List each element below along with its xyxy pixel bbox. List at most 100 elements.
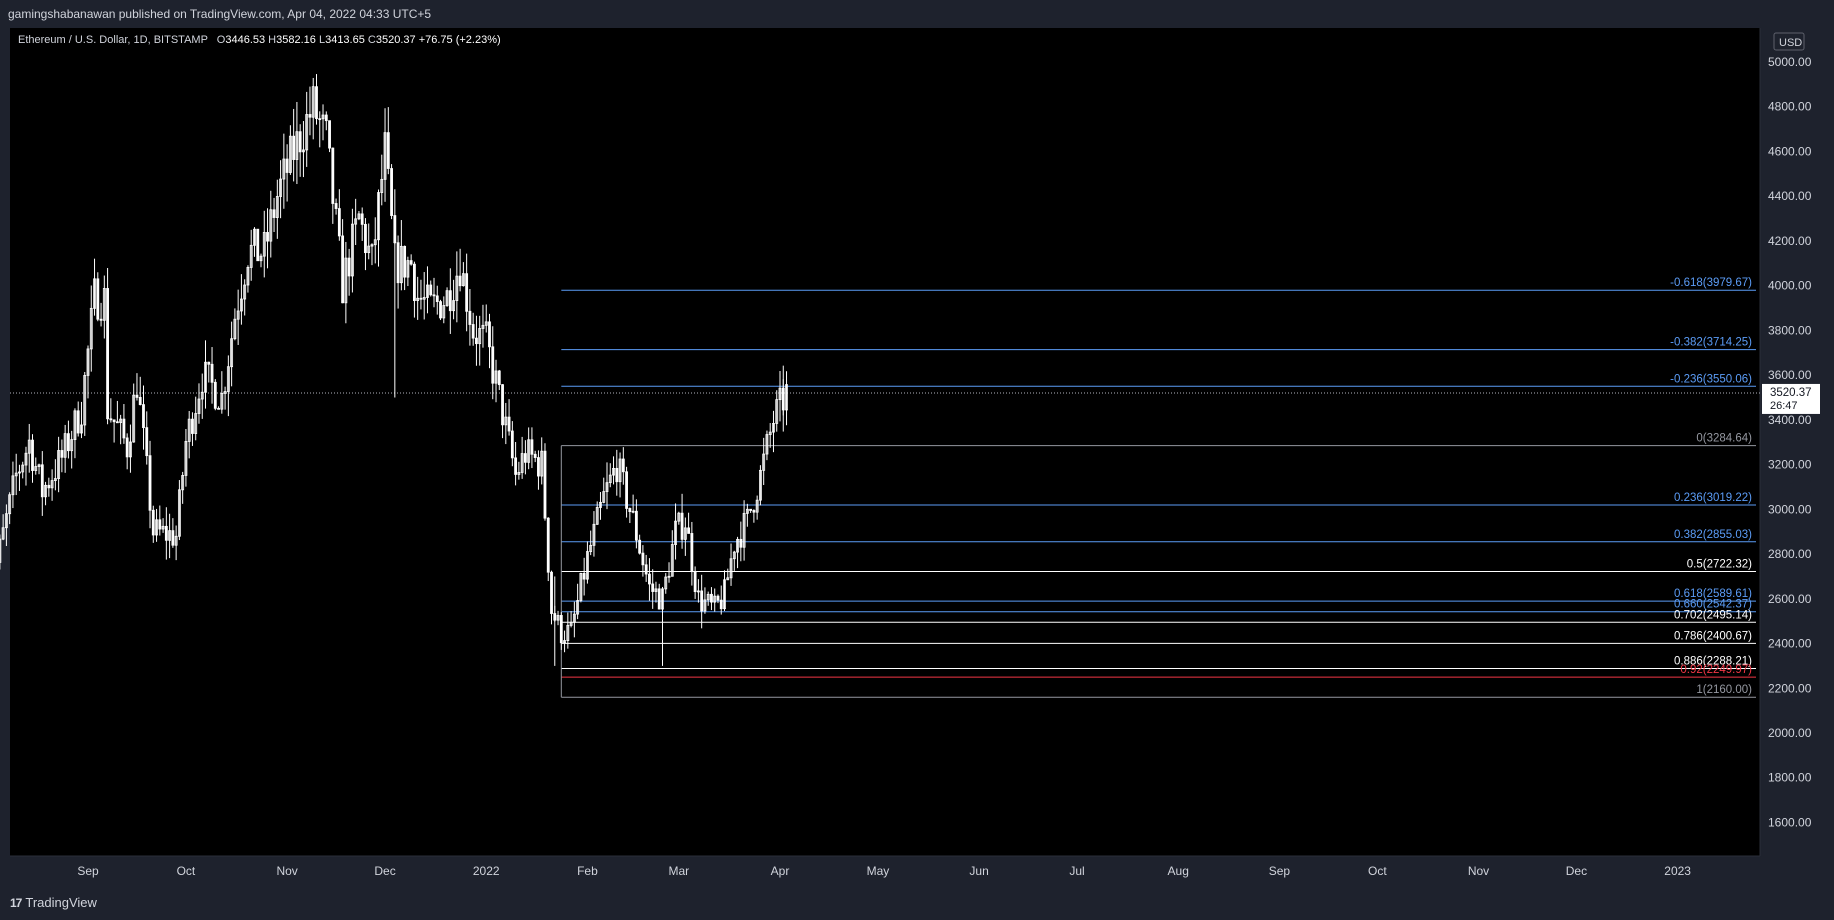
candle-body: [93, 278, 96, 309]
candle-body: [171, 530, 175, 546]
candle-body: [488, 321, 491, 348]
candle-body: [386, 132, 390, 169]
candle-body: [703, 599, 707, 612]
footer-brand: TradingView: [25, 895, 97, 910]
candle-body: [109, 418, 113, 421]
candle-body: [14, 472, 18, 477]
candle-body: [670, 544, 674, 577]
low-value: 3413.65: [325, 34, 365, 46]
y-tick-label: 4600.00: [1768, 144, 1812, 158]
y-tick-label: 4200.00: [1768, 234, 1812, 248]
candle-body: [132, 394, 136, 443]
candle-body: [638, 539, 642, 554]
candle-body: [367, 245, 371, 254]
candle-body: [514, 457, 518, 475]
candle-body: [586, 551, 589, 580]
candle-body: [142, 404, 145, 429]
candle-body: [249, 244, 253, 268]
candle-body: [540, 450, 544, 477]
candle-body: [86, 348, 90, 376]
y-tick-label: 4400.00: [1768, 189, 1812, 203]
candle-body: [429, 284, 433, 296]
candle-body: [357, 213, 361, 220]
chart-area[interactable]: [10, 28, 1760, 856]
candle-body: [259, 255, 263, 262]
candle-body: [164, 525, 168, 541]
last-price-badge: [1762, 383, 1820, 414]
candle-body: [151, 509, 155, 536]
candle-body: [377, 192, 380, 241]
fib-level-label: 1(2160.00): [1696, 684, 1752, 696]
candle-body: [272, 209, 276, 218]
candle-body: [413, 263, 416, 301]
candle-body: [641, 552, 645, 566]
symbol-name: Ethereum / U.S. Dollar, 1D, BITSTAMP: [18, 34, 208, 46]
candle-body: [530, 439, 534, 455]
candle-body: [324, 114, 328, 122]
candle-body: [383, 132, 387, 180]
candle-body: [625, 471, 628, 509]
candle-body: [288, 135, 292, 173]
y-tick-label: 2400.00: [1768, 637, 1812, 651]
candle-body: [527, 439, 531, 463]
candle-body: [321, 114, 325, 120]
candle-body: [253, 228, 256, 246]
candle-body: [145, 427, 149, 457]
candle-body: [406, 260, 410, 278]
candle-body: [778, 387, 782, 401]
candle-body: [230, 338, 234, 368]
candle-body: [621, 458, 625, 473]
candle-body: [696, 590, 700, 593]
fib-level-label: 0.786(2400.67): [1674, 630, 1752, 642]
candle-body: [102, 288, 106, 321]
close-label: C: [367, 34, 376, 46]
candle-body: [161, 525, 165, 530]
candle-body: [292, 135, 296, 160]
candle-body: [213, 381, 217, 409]
fib-level-label: -0.618(3979.67): [1670, 277, 1752, 289]
candle-body: [775, 399, 779, 424]
candle-body: [256, 228, 260, 262]
candle-body: [298, 131, 302, 153]
candle-body: [96, 278, 100, 320]
candle-body: [736, 538, 739, 553]
candle-body: [223, 391, 227, 394]
candle-body: [475, 337, 478, 345]
candle-body: [762, 453, 766, 471]
candle-body: [723, 579, 726, 610]
candle-body: [243, 284, 247, 300]
candle-body: [262, 232, 266, 257]
candle-body: [667, 575, 671, 578]
candle-body: [73, 410, 77, 441]
candle-body: [729, 558, 733, 579]
candle-body: [687, 527, 691, 534]
candle-body: [122, 418, 126, 439]
candle-body: [337, 208, 341, 237]
candle-body: [50, 480, 54, 489]
candle-body: [556, 615, 560, 621]
candle-body: [226, 366, 230, 392]
close-value: 3520.37: [375, 34, 416, 46]
candle-body: [563, 640, 566, 644]
candle-body: [648, 573, 651, 585]
fib-level-label: 0.236(3019.22): [1674, 492, 1752, 504]
candle-body: [197, 398, 201, 414]
candle-body: [523, 453, 527, 463]
fib-level-label: 0.886(2288.21): [1674, 656, 1752, 668]
candle-body: [631, 510, 635, 513]
candle-body: [719, 599, 723, 610]
candle-body: [566, 624, 570, 641]
candle-body: [615, 467, 619, 483]
candle-body: [448, 290, 452, 312]
candle-body: [465, 273, 469, 312]
candle-body: [419, 297, 423, 300]
candle-body: [83, 375, 87, 426]
candle-body: [89, 307, 93, 350]
fib-level-label: 0.618(2589.61): [1674, 588, 1752, 600]
candle-body: [592, 523, 596, 546]
candle-body: [426, 284, 429, 298]
candle-body: [608, 474, 612, 484]
candle-body: [664, 576, 668, 590]
candle-body: [739, 538, 743, 548]
